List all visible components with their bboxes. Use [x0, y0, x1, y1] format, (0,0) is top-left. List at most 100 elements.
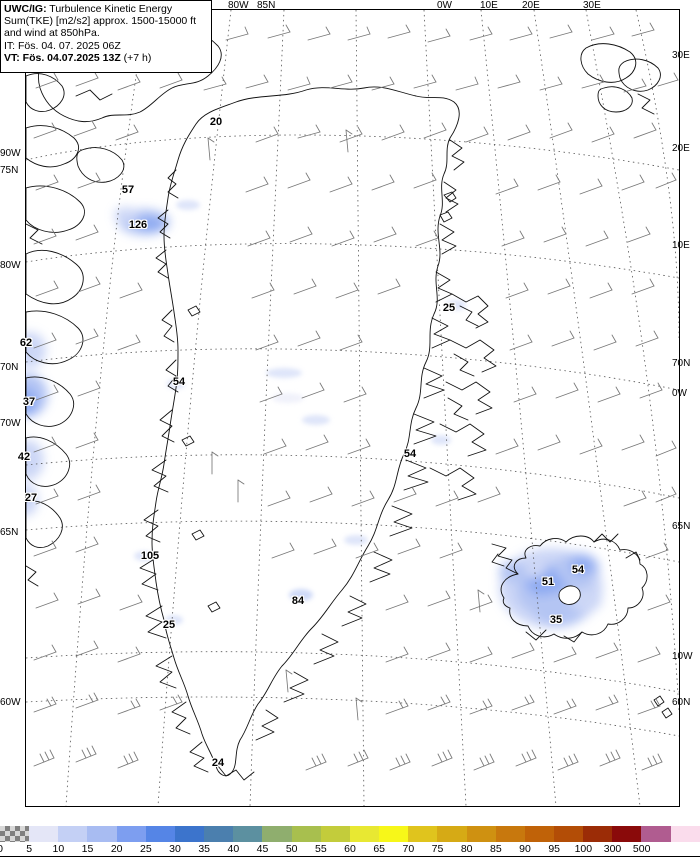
- graticule-label: 0W: [437, 0, 452, 11]
- graticule-label: 0W: [672, 388, 687, 399]
- tke-value-label: 54: [403, 448, 417, 460]
- tke-value-label: 27: [24, 492, 38, 504]
- graticule-label: 60N: [672, 697, 691, 708]
- colorbar-tick-label: 300: [603, 843, 622, 855]
- colorbar-swatch[interactable]: [145, 826, 175, 842]
- colorbar-tick-label: 75: [431, 843, 444, 855]
- colorbar-tick-label: 65: [373, 843, 385, 855]
- map-graphics: [26, 10, 679, 806]
- colorbar-tick-label: 5: [26, 843, 33, 855]
- colorbar-swatch[interactable]: [670, 826, 700, 842]
- colorbar-tick-label: 35: [198, 843, 210, 855]
- colorbar-swatch[interactable]: [349, 826, 380, 842]
- graticule-label: 20E: [672, 143, 690, 154]
- colorbar-tick-label: 50: [285, 843, 298, 855]
- colorbar-tick-label: 30: [169, 843, 181, 855]
- info-line-3: and wind at 850hPa.: [4, 27, 100, 40]
- info-line-init-time: IT: Fös. 04. 07. 2025 06Z: [4, 39, 121, 52]
- colorbar-tick-label: 45: [256, 843, 269, 855]
- graticule-label: 60W: [0, 697, 21, 708]
- map-info-box: UWC/IG: Turbulence Kinetic Energy Sum(TK…: [0, 0, 212, 73]
- colorbar-swatch[interactable]: [408, 826, 438, 842]
- colorbar-swatch[interactable]: [262, 826, 292, 842]
- colorbar-tick-label: 20: [110, 843, 123, 855]
- colorbar-tick-label: 60: [344, 843, 356, 855]
- colorbar-swatch[interactable]: [612, 826, 642, 842]
- tke-value-label: 54: [571, 564, 585, 576]
- graticule-label: 70N: [0, 362, 19, 373]
- colorbar-swatch[interactable]: [583, 826, 613, 842]
- tke-value-label: 24: [211, 757, 225, 769]
- tke-value-label: 25: [442, 302, 456, 314]
- colorbar-swatch[interactable]: [495, 826, 525, 842]
- colorbar-swatch[interactable]: [29, 826, 59, 842]
- tke-value-label: 51: [541, 576, 555, 588]
- graticule-label: 30E: [672, 50, 690, 61]
- tke-shading-faint: [134, 200, 466, 625]
- graticule-label: 30E: [583, 0, 601, 11]
- tke-value-label: 84: [291, 595, 305, 607]
- graticule-label: 10E: [480, 0, 498, 11]
- colorbar-swatch[interactable]: [116, 826, 146, 842]
- colorbar-tick-label: 95: [548, 843, 560, 855]
- wind-barbs: [33, 22, 679, 771]
- info-valid-time: VT: Fös. 04.07.2025 13Z: [4, 51, 121, 64]
- graticule-label: 65N: [672, 521, 691, 532]
- tke-value-label: 25: [162, 619, 176, 631]
- colorbar-tick-label: 0: [0, 843, 3, 855]
- colorbar-tick-label: 90: [519, 843, 531, 855]
- graticule-label: 85N: [257, 0, 276, 11]
- graticule-label: 20E: [522, 0, 540, 11]
- graticule-lines: [26, 10, 679, 806]
- colorbar-swatch[interactable]: [0, 826, 30, 842]
- graticule-label: 80W: [228, 0, 249, 11]
- colorbar-tick-label: 55: [314, 843, 327, 855]
- tke-value-label: 105: [140, 550, 160, 562]
- colorbar-tick-label: 500: [632, 843, 651, 855]
- tke-value-label: 57: [121, 184, 135, 196]
- colorbar-tick-label: 25: [139, 843, 152, 855]
- colorbar-swatch[interactable]: [437, 826, 467, 842]
- colorbar-swatch[interactable]: [524, 826, 554, 842]
- forecast-map[interactable]: 80W 85N 0W 10E 20E 30E 90W 75N 80W 70N 70W 65N 60W …: [0, 0, 700, 818]
- colorbar-tick-label: 100: [574, 843, 593, 855]
- colorbar-tick-label: 70: [402, 843, 415, 855]
- graticule-label: 80W: [0, 260, 21, 271]
- colorbar-tick-label: 40: [227, 843, 240, 855]
- colorbar-swatch[interactable]: [379, 826, 409, 842]
- colorbar-swatch[interactable]: [641, 826, 671, 842]
- colorbar-swatch[interactable]: [174, 826, 205, 842]
- colorbar-swatch[interactable]: [466, 826, 496, 842]
- tke-value-label: 35: [549, 614, 563, 626]
- graticule-label: 90W: [0, 148, 21, 159]
- colorbar-swatches[interactable]: [0, 826, 700, 842]
- graticule-label: 10W: [672, 651, 693, 662]
- graticule-label: 70N: [672, 358, 691, 369]
- colorbar-swatch[interactable]: [204, 826, 234, 842]
- tke-colorbar[interactable]: 0 5 10 15 20 25 30 35 40 45 50 55 60 65 70 75 80 85 90 95 10…: [0, 826, 700, 858]
- tke-value-label: 54: [172, 376, 186, 388]
- colorbar-swatch[interactable]: [87, 826, 117, 842]
- info-forecast-hour: (+7 h): [120, 51, 152, 64]
- colorbar-baseline: [0, 856, 700, 857]
- colorbar-tick-label: 80: [460, 843, 473, 855]
- colorbar-tick-label: 15: [81, 843, 94, 855]
- colorbar-tick-label: 85: [489, 843, 502, 855]
- tke-value-label: 20: [209, 116, 223, 128]
- colorbar-swatch[interactable]: [58, 826, 88, 842]
- info-line-title: UWC/IG: Turbulence Kinetic Energy: [4, 3, 208, 15]
- colorbar-tick-label: 10: [52, 843, 65, 855]
- colorbar-swatch[interactable]: [320, 826, 350, 842]
- colorbar-swatch[interactable]: [233, 826, 263, 842]
- map-plot-frame[interactable]: [25, 9, 680, 807]
- graticule-label: 75N: [0, 165, 19, 176]
- info-source: UWC/IG:: [4, 3, 47, 15]
- info-line-2: Sum(TKE) [m2/s2] approx. 1500-15000 ft: [4, 15, 197, 28]
- graticule-label: 10E: [672, 240, 690, 251]
- colorbar-swatch[interactable]: [553, 826, 584, 842]
- colorbar-swatch[interactable]: [291, 826, 321, 842]
- info-line-valid-time: VT: Fös. 04.07.2025 13Z (+7 h): [4, 52, 208, 64]
- tke-value-label: 62: [19, 337, 33, 349]
- coastlines: [26, 28, 673, 781]
- tke-value-label: 42: [17, 451, 31, 463]
